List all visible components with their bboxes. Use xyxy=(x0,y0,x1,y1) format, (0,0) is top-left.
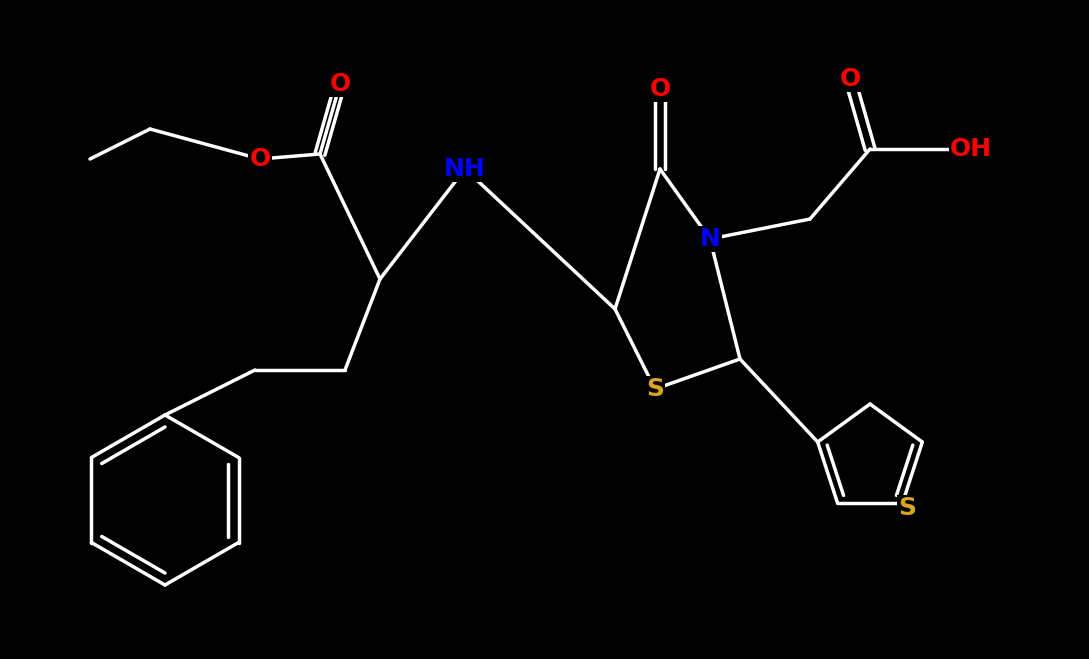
Text: N: N xyxy=(699,227,721,251)
Text: S: S xyxy=(898,496,916,521)
Text: OH: OH xyxy=(950,137,992,161)
Text: O: O xyxy=(249,147,271,171)
Text: S: S xyxy=(646,377,664,401)
Text: O: O xyxy=(329,72,351,96)
Text: O: O xyxy=(840,67,860,91)
Text: O: O xyxy=(649,77,671,101)
Text: NH: NH xyxy=(444,157,486,181)
